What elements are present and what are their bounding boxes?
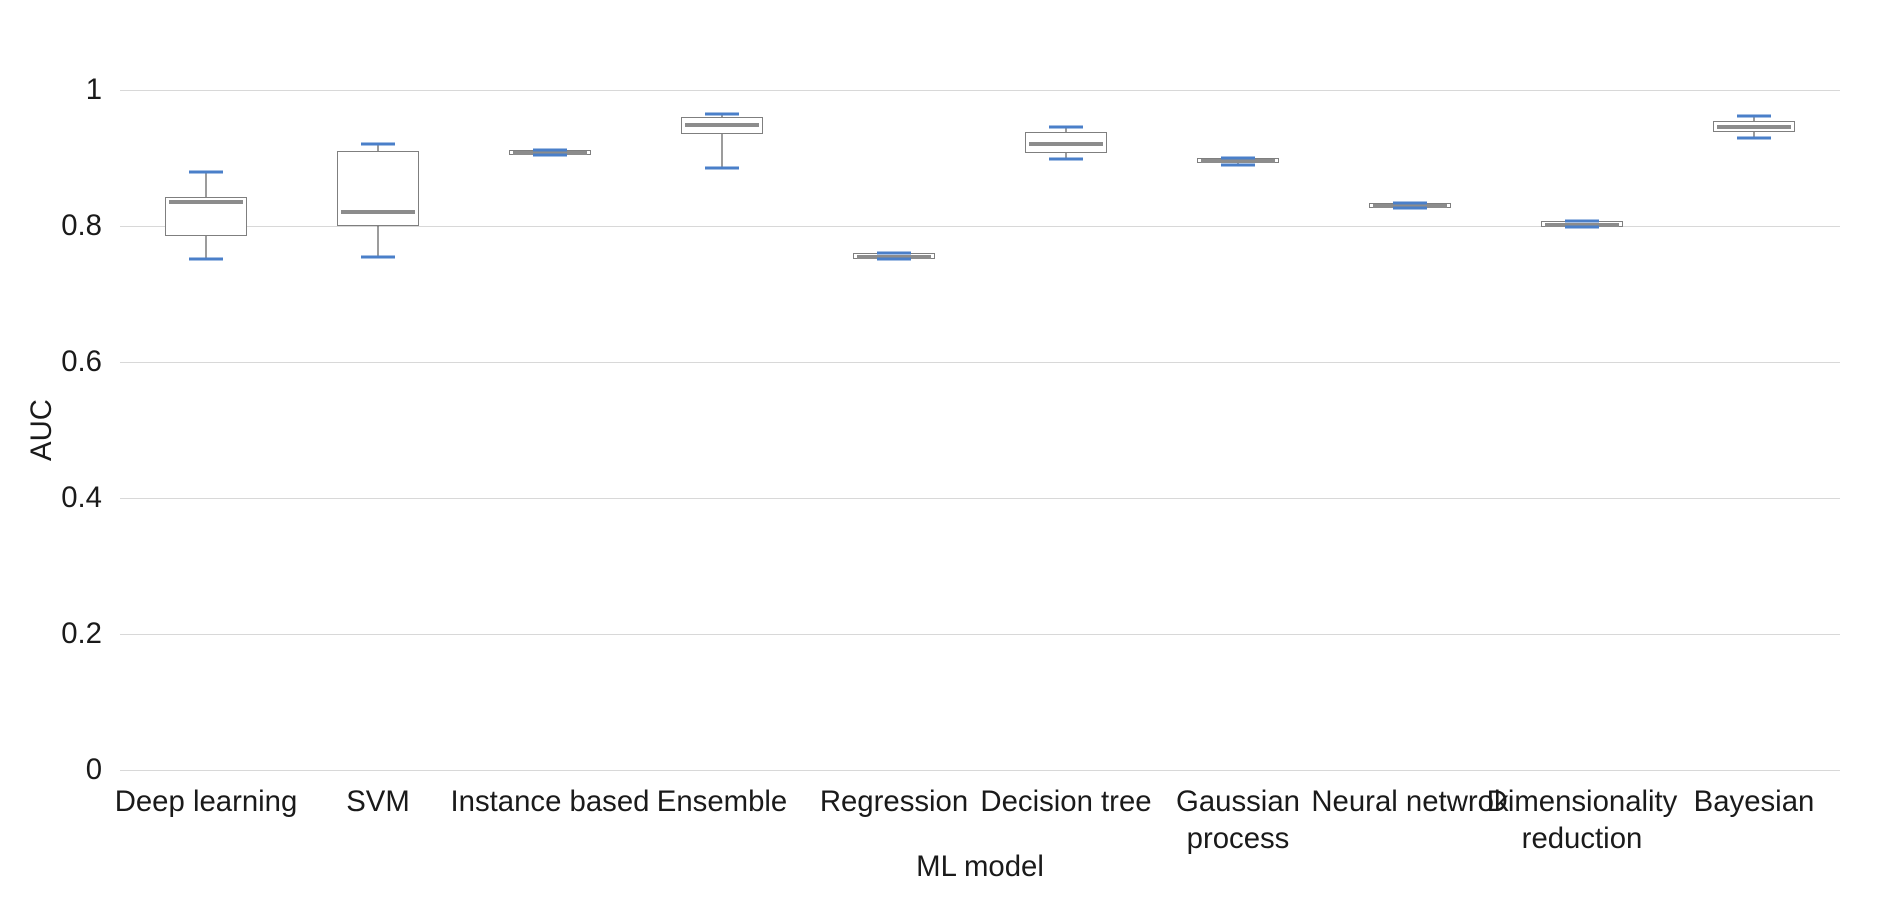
whisker-cap <box>1049 158 1083 161</box>
y-axis-title: AUC <box>25 399 59 461</box>
whisker-cap <box>705 167 739 170</box>
whisker-stem <box>206 172 207 198</box>
whisker-cap <box>361 143 395 146</box>
x-tick-label: Deep learning <box>115 784 298 821</box>
whisker-cap <box>1393 207 1427 210</box>
whisker-cap <box>189 257 223 260</box>
y-tick-label: 0 <box>86 753 102 787</box>
median-line <box>341 210 416 214</box>
gridline <box>120 770 1840 771</box>
gridline <box>120 90 1840 91</box>
box <box>337 151 420 226</box>
y-tick-label: 0.4 <box>61 481 102 515</box>
median-line <box>169 200 244 204</box>
plot-area: 00.20.40.60.81Deep learningSVMInstance b… <box>120 90 1840 770</box>
whisker-cap <box>1565 219 1599 222</box>
auc-boxplot-chart: 0 0.2 0.4 0.6 0.8 1 Deep learning SVM Instance b… <box>0 0 1889 918</box>
whisker-cap <box>705 112 739 115</box>
y-tick-label: 0.6 <box>61 345 102 379</box>
median-line <box>1717 125 1792 129</box>
whisker-cap <box>1565 226 1599 229</box>
x-tick-label: Regression <box>820 784 968 821</box>
whisker-cap <box>1393 201 1427 204</box>
x-tick-label: Decision tree <box>980 784 1151 821</box>
gridline <box>120 498 1840 499</box>
gridline <box>120 362 1840 363</box>
whisker-cap <box>877 257 911 260</box>
gridline <box>120 634 1840 635</box>
whisker-cap <box>533 148 567 151</box>
whisker-cap <box>877 252 911 255</box>
whisker-cap <box>361 255 395 258</box>
x-tick-label: Neural netwrok <box>1311 784 1508 821</box>
whisker-stem <box>206 236 207 258</box>
whisker-cap <box>1221 157 1255 160</box>
y-tick-label: 1 <box>86 73 102 107</box>
x-tick-label: Gaussian process <box>1176 784 1300 857</box>
x-tick-label: Bayesian <box>1694 784 1815 821</box>
y-tick-label: 0.2 <box>61 617 102 651</box>
whisker-stem <box>722 134 723 168</box>
whisker-cap <box>1049 126 1083 129</box>
whisker-stem <box>378 226 379 257</box>
x-tick-label: SVM <box>346 784 410 821</box>
x-tick-label: Instance based <box>451 784 650 821</box>
whisker-cap <box>189 170 223 173</box>
x-tick-label: Dimensionality reduction <box>1487 784 1678 857</box>
whisker-cap <box>1737 136 1771 139</box>
x-axis-title: ML model <box>916 850 1044 884</box>
x-tick-label: Ensemble <box>657 784 787 821</box>
median-line <box>1029 142 1104 146</box>
y-tick-label: 0.8 <box>61 209 102 243</box>
whisker-cap <box>1221 163 1255 166</box>
whisker-cap <box>1737 114 1771 117</box>
whisker-cap <box>533 153 567 156</box>
median-line <box>685 123 760 127</box>
